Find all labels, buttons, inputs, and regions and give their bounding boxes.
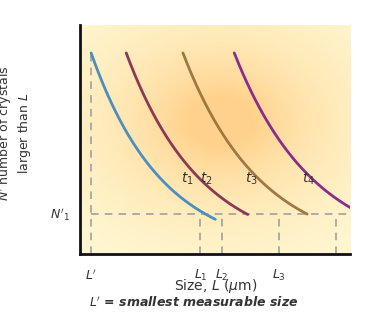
- Text: $L_2$: $L_2$: [215, 268, 229, 283]
- Text: $L_1$: $L_1$: [194, 268, 207, 283]
- X-axis label: Size, $L$ ($\mu$m): Size, $L$ ($\mu$m): [174, 277, 257, 294]
- Text: $t_1$: $t_1$: [181, 171, 193, 187]
- Text: $L'$: $L'$: [85, 268, 97, 283]
- Text: $L_3$: $L_3$: [272, 268, 286, 283]
- Text: $L^{\prime}$ = smallest measurable size: $L^{\prime}$ = smallest measurable size: [89, 295, 298, 310]
- Text: $t_3$: $t_3$: [245, 171, 258, 187]
- Text: $t_2$: $t_2$: [200, 171, 212, 187]
- Text: $N'_1$: $N'_1$: [50, 206, 69, 223]
- Text: $t_4$: $t_4$: [302, 171, 315, 187]
- Text: $N^{\prime}$ number of crystals
larger than $L$: $N^{\prime}$ number of crystals larger t…: [0, 66, 33, 201]
